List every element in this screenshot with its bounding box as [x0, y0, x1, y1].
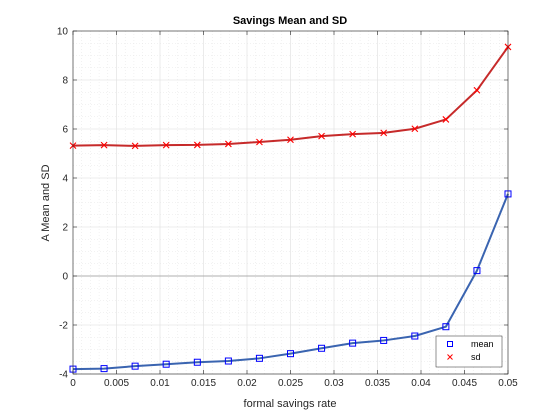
data-point-mean — [224, 357, 232, 365]
series-group — [69, 43, 512, 373]
x-tick-label: 0.025 — [278, 378, 303, 389]
data-point-mean — [380, 336, 388, 344]
chart-title: Savings Mean and SD — [233, 15, 347, 27]
data-point-mean — [349, 339, 357, 347]
y-tick-label: 8 — [62, 76, 68, 87]
data-point-sd — [224, 140, 232, 148]
x-tick-label: 0.035 — [365, 378, 390, 389]
data-point-mean — [442, 323, 450, 331]
data-point-sd — [473, 86, 481, 94]
data-point-mean — [162, 360, 170, 368]
data-point-sd — [411, 125, 419, 133]
tick-marks — [72, 30, 509, 375]
data-point-sd — [287, 136, 294, 144]
x-tick-label: 0.04 — [411, 378, 431, 389]
legend-label-sd: sd — [471, 352, 481, 362]
legend-marker-mean — [447, 341, 453, 347]
series-line-mean — [72, 193, 509, 371]
y-tick-label: -2 — [59, 321, 68, 332]
data-point-sd — [256, 138, 263, 146]
data-point-sd — [349, 130, 357, 138]
y-tick-label: 6 — [62, 125, 68, 136]
x-tick-label: 0.02 — [237, 378, 257, 389]
data-point-sd — [193, 141, 201, 149]
legend: mean sd — [435, 335, 503, 368]
y-axis-label: A Mean and SD — [40, 164, 52, 241]
y-tick-label: 2 — [62, 223, 68, 234]
data-point-sd — [442, 116, 450, 123]
y-tick-labels: -4 -2 0 2 4 6 8 10 — [57, 27, 69, 381]
legend-label-mean: mean — [471, 339, 494, 349]
data-point-sd — [380, 129, 388, 137]
data-point-mean — [255, 354, 263, 362]
data-point-sd — [131, 142, 139, 150]
minor-grid — [73, 31, 508, 374]
legend-marker-sd — [447, 354, 453, 360]
data-point-mean — [318, 344, 326, 352]
y-tick-label: -4 — [59, 370, 68, 381]
x-tick-label: 0.045 — [452, 378, 477, 389]
x-tick-label: 0.05 — [498, 378, 518, 389]
data-point-mean — [473, 267, 481, 275]
x-tick-label: 0 — [70, 378, 76, 389]
data-point-sd — [100, 141, 108, 149]
x-tick-label: 0.015 — [191, 378, 216, 389]
y-tick-label: 0 — [62, 272, 68, 283]
x-tick-label: 0.03 — [324, 378, 344, 389]
x-tick-labels: 0 0.005 0.01 0.015 0.02 0.025 0.03 0.035 0.04 0.0… — [70, 378, 518, 389]
x-tick-label: 0.01 — [150, 378, 170, 389]
y-tick-label: 10 — [57, 27, 69, 38]
x-axis-label: formal savings rate — [244, 398, 337, 410]
data-point-sd — [162, 141, 170, 149]
y-tick-label: 4 — [62, 174, 68, 185]
data-point-mean — [131, 362, 139, 370]
x-tick-label: 0.005 — [104, 378, 129, 389]
data-point-mean — [193, 358, 201, 366]
data-point-sd — [318, 132, 325, 140]
data-point-mean — [287, 350, 294, 358]
data-point-mean — [100, 365, 108, 373]
data-point-mean — [411, 332, 419, 340]
